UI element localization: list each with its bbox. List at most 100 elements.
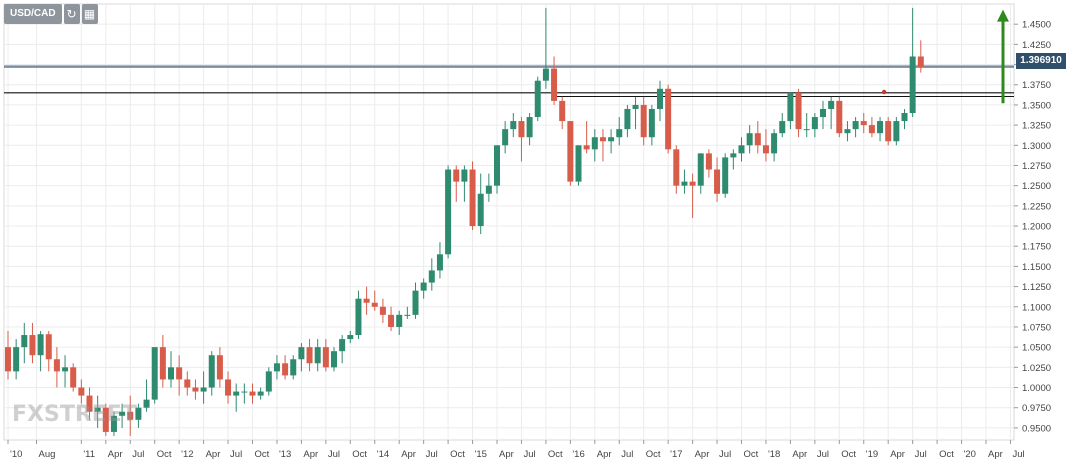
candle-body <box>583 145 590 150</box>
candle-body <box>306 347 313 364</box>
x-tick-label: Apr <box>695 449 710 460</box>
x-tick-label: Oct <box>157 449 172 460</box>
x-tick-label: Jul <box>817 449 829 460</box>
candle-body <box>135 407 142 420</box>
x-tick-label: Jul <box>328 449 340 460</box>
candle-body <box>811 117 818 130</box>
y-tick-label: 1.2500 <box>1022 181 1051 192</box>
candle-body <box>102 407 109 432</box>
y-tick-label: 1.3000 <box>1022 141 1051 152</box>
x-tick-label: '13 <box>279 449 291 460</box>
candle-body <box>151 347 158 400</box>
candle-body <box>233 391 240 396</box>
candle-body <box>754 133 761 146</box>
candle-body <box>363 298 370 303</box>
x-tick-label: Oct <box>646 449 661 460</box>
candle-body <box>885 121 892 142</box>
x-tick-label: Apr <box>988 449 1003 460</box>
x-tick-label: Oct <box>744 449 759 460</box>
candle-body <box>534 80 541 118</box>
candle-body <box>697 153 704 186</box>
candle-body <box>168 367 174 380</box>
candle-body <box>298 347 305 360</box>
chart-toolbar: USD/CAD ↻ ▦ <box>4 4 98 24</box>
candle-body <box>355 298 362 336</box>
candle-body <box>461 169 468 182</box>
candle-body <box>5 347 11 372</box>
x-tick-label: Jul <box>132 449 144 460</box>
candle-body <box>779 121 786 134</box>
candle-body <box>648 108 655 138</box>
candle-body <box>909 56 916 113</box>
candle-body <box>518 121 525 138</box>
candle-body <box>273 363 280 372</box>
candle-body <box>673 149 680 186</box>
y-tick-label: 1.0250 <box>1022 363 1051 374</box>
candle-body <box>469 169 476 227</box>
candle-body <box>200 387 207 392</box>
candle-body <box>494 145 500 186</box>
candle-body <box>526 117 533 138</box>
candle-body <box>771 133 778 154</box>
candle-body <box>591 137 598 150</box>
target-arrow-head <box>997 9 1009 22</box>
candle-body <box>241 391 248 393</box>
x-tick-label: Apr <box>499 449 514 460</box>
candle-body <box>803 129 810 131</box>
candle-body <box>404 314 411 316</box>
symbol-label[interactable]: USD/CAD <box>4 4 62 24</box>
y-tick-label: 1.0500 <box>1022 343 1051 354</box>
x-tick-label: Apr <box>890 449 905 460</box>
candle-body <box>379 306 386 315</box>
x-tick-label: Jul <box>523 449 535 460</box>
y-tick-label: 1.2250 <box>1022 201 1051 212</box>
candle-body <box>110 415 117 432</box>
candle-body <box>502 129 509 146</box>
candle-body <box>860 121 867 126</box>
y-tick-label: 1.1750 <box>1022 242 1051 253</box>
y-tick-label: 1.1500 <box>1022 262 1051 273</box>
candle-body <box>184 379 191 388</box>
x-tick-label: '19 <box>866 449 878 460</box>
y-tick-label: 1.2750 <box>1022 161 1051 172</box>
y-tick-label: 1.4250 <box>1022 40 1051 51</box>
x-tick-label: Oct <box>939 449 954 460</box>
candle-body <box>820 108 826 118</box>
candle-body <box>681 181 688 186</box>
candle-body <box>339 339 346 352</box>
candle-body <box>225 379 232 396</box>
candle-body <box>738 145 745 154</box>
candle-body <box>616 129 623 138</box>
candle-body <box>893 121 900 142</box>
candle-body <box>127 411 134 420</box>
candle-body <box>216 355 223 380</box>
candle-body <box>730 153 737 158</box>
candle-body <box>453 169 460 182</box>
candle-body <box>396 314 403 327</box>
x-tick-label: Apr <box>108 449 123 460</box>
x-tick-label: Oct <box>255 449 270 460</box>
x-tick-label: Oct <box>841 449 856 460</box>
candle-body <box>640 104 647 138</box>
candle-body <box>624 108 631 130</box>
candle-body <box>657 88 663 109</box>
candle-body <box>608 137 615 142</box>
candle-body <box>445 169 452 255</box>
refresh-icon[interactable]: ↻ <box>63 4 80 24</box>
candle-body <box>176 367 183 380</box>
y-tick-label: 1.0000 <box>1022 383 1051 394</box>
candle-body <box>575 145 582 182</box>
x-tick-label: Oct <box>548 449 563 460</box>
candle-body <box>852 121 859 130</box>
candle-body <box>722 157 729 194</box>
y-tick-label: 0.9500 <box>1022 423 1051 434</box>
x-tick-label: '14 <box>377 449 389 460</box>
candle-body <box>420 282 427 291</box>
high-marker <box>881 89 887 95</box>
calendar-icon[interactable]: ▦ <box>81 4 98 24</box>
candle-body <box>119 411 126 416</box>
candle-body <box>257 391 264 396</box>
candle-body <box>29 335 36 356</box>
y-tick-label: 1.1250 <box>1022 282 1051 293</box>
